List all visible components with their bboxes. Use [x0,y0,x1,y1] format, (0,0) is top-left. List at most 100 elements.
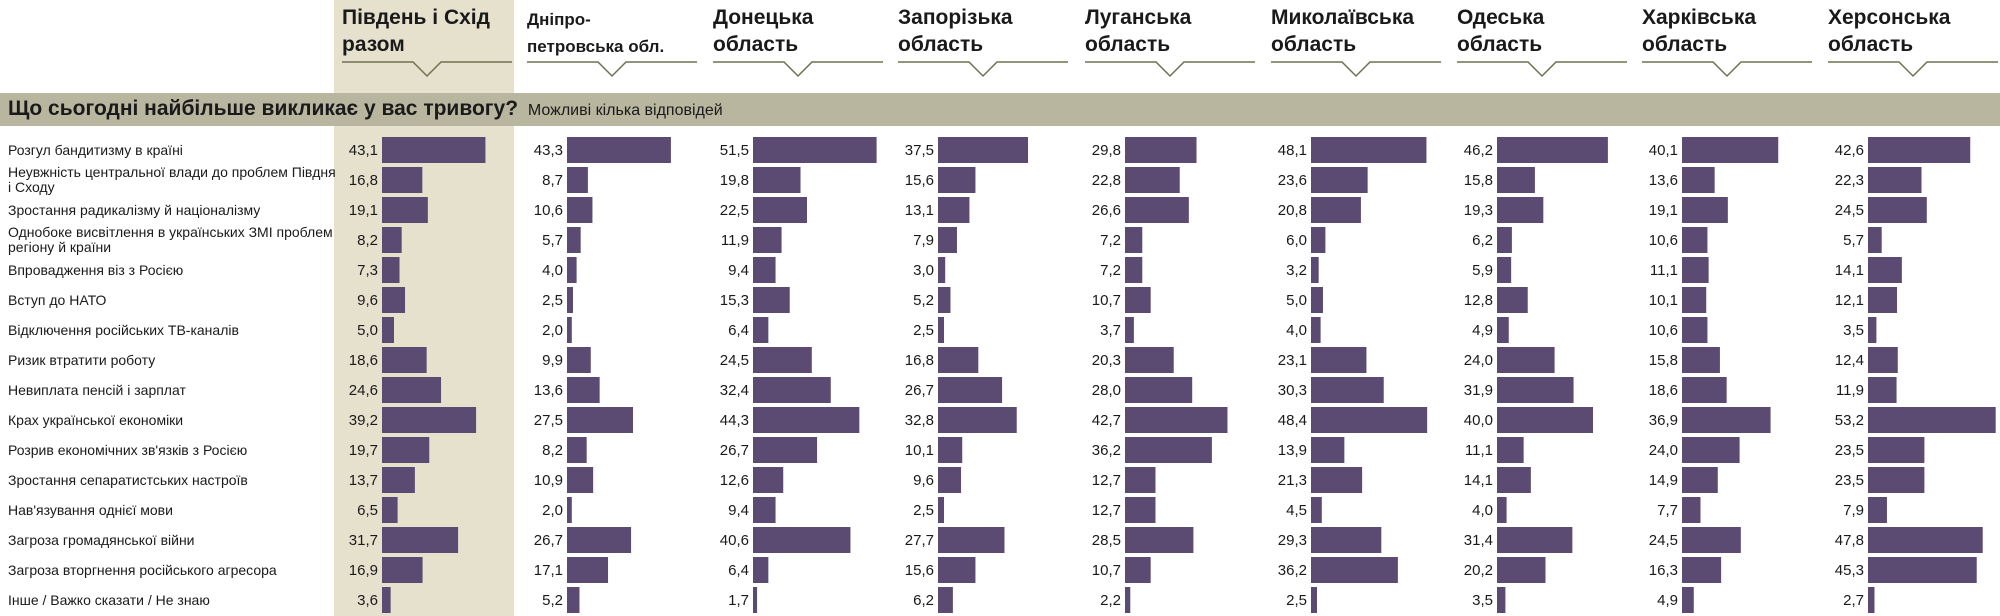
bar [382,377,442,403]
row-label: Розрив економічних зв'язків з Росією [8,441,248,458]
data-label: 4,5 [1286,502,1307,519]
question-note: Можливі кілька відповідей [527,102,723,119]
data-label: 22,8 [1092,172,1121,189]
data-label: 16,9 [349,562,378,579]
bar [1868,227,1882,253]
data-label: 36,9 [1649,412,1678,429]
bar [567,347,591,373]
bar [567,137,671,163]
row-label: Інше / Важко сказати / Не знаю [8,591,210,608]
data-label: 5,0 [357,322,378,339]
bar [382,527,459,553]
data-label: 10,6 [534,202,563,219]
data-label: 12,7 [1092,472,1121,489]
data-label: 10,1 [905,442,934,459]
bar [1497,287,1528,313]
data-label: 11,1 [1465,442,1493,459]
data-label: 9,6 [357,292,378,309]
bar [753,287,790,313]
header-chevron [1457,61,1627,78]
bar [1682,137,1779,163]
row-label: Вступ до НАТО [8,291,107,308]
data-label: 20,8 [1278,202,1307,219]
bar [938,467,962,493]
data-label: 9,4 [728,502,749,519]
bar [1868,497,1887,523]
data-label: 28,0 [1092,382,1121,399]
bar [1497,137,1608,163]
bar [1125,497,1156,523]
bar [1497,317,1509,343]
data-label: 20,2 [1464,562,1493,579]
data-label: 7,9 [1843,502,1864,519]
bar [1125,317,1134,343]
bar [1682,317,1708,343]
data-label: 13,7 [349,472,378,489]
bar [567,587,580,613]
data-label: 4,0 [542,262,563,279]
data-label: 39,2 [349,412,378,429]
bar [567,377,600,403]
bar [1311,527,1382,553]
data-label: 18,6 [1649,382,1678,399]
data-label: 40,1 [1649,142,1678,159]
bar [567,497,572,523]
bar [1125,347,1174,373]
data-label: 12,1 [1835,292,1864,309]
bar [753,527,851,553]
bar [382,287,406,313]
data-label: 26,7 [534,532,563,549]
data-label: 2,5 [913,502,934,519]
data-label: 5,7 [1843,232,1864,249]
data-label: 5,2 [542,592,563,609]
data-label: 2,5 [913,322,934,339]
data-label: 30,3 [1278,382,1307,399]
bar [753,317,769,343]
header-chevron [1085,61,1255,78]
data-label: 11,9 [721,232,749,249]
bar [753,587,758,613]
bar [1868,197,1927,223]
header-mykolaiv: Миколаївська область [1271,6,1415,56]
header-zaporizhzhia: Запорізька область [898,6,1013,56]
bar [1497,527,1573,553]
header-donetsk: Донецька область [713,6,814,56]
header-chevron [342,61,512,78]
bar [382,317,394,343]
data-label: 43,3 [534,142,563,159]
bar [753,347,812,373]
data-label: 6,2 [913,592,934,609]
data-label: 29,3 [1278,532,1307,549]
bar [938,527,1005,553]
data-label: 42,6 [1835,142,1864,159]
bar [1868,137,1971,163]
data-label: 6,4 [728,322,749,339]
data-label: 2,0 [542,502,563,519]
data-label: 15,8 [1649,352,1678,369]
data-label: 23,5 [1835,442,1864,459]
data-label: 48,1 [1278,142,1307,159]
bar [1125,227,1143,253]
data-label: 22,3 [1835,172,1864,189]
data-label: 47,8 [1835,532,1864,549]
bar [1868,377,1897,403]
bar [382,557,423,583]
data-label: 23,5 [1835,472,1864,489]
data-label: 12,4 [1835,352,1864,369]
header-dnipropetrovsk: Дніпро-петровська обл. [527,10,665,56]
data-label: 6,5 [357,502,378,519]
bar [753,137,877,163]
data-label: 10,7 [1092,292,1121,309]
data-label: 3,6 [357,592,378,609]
data-label: 40,0 [1464,412,1493,429]
data-label: 7,7 [1657,502,1678,519]
header-kharkiv: Харківська область [1642,6,1757,56]
row-label: Відключення російських ТВ-каналів [8,321,239,338]
bar [1682,197,1728,223]
data-label: 14,1 [1835,262,1864,279]
data-label: 32,8 [905,412,934,429]
data-label: 11,1 [1650,262,1678,279]
data-label: 2,2 [1100,592,1121,609]
bar [567,437,587,463]
bar [382,587,391,613]
